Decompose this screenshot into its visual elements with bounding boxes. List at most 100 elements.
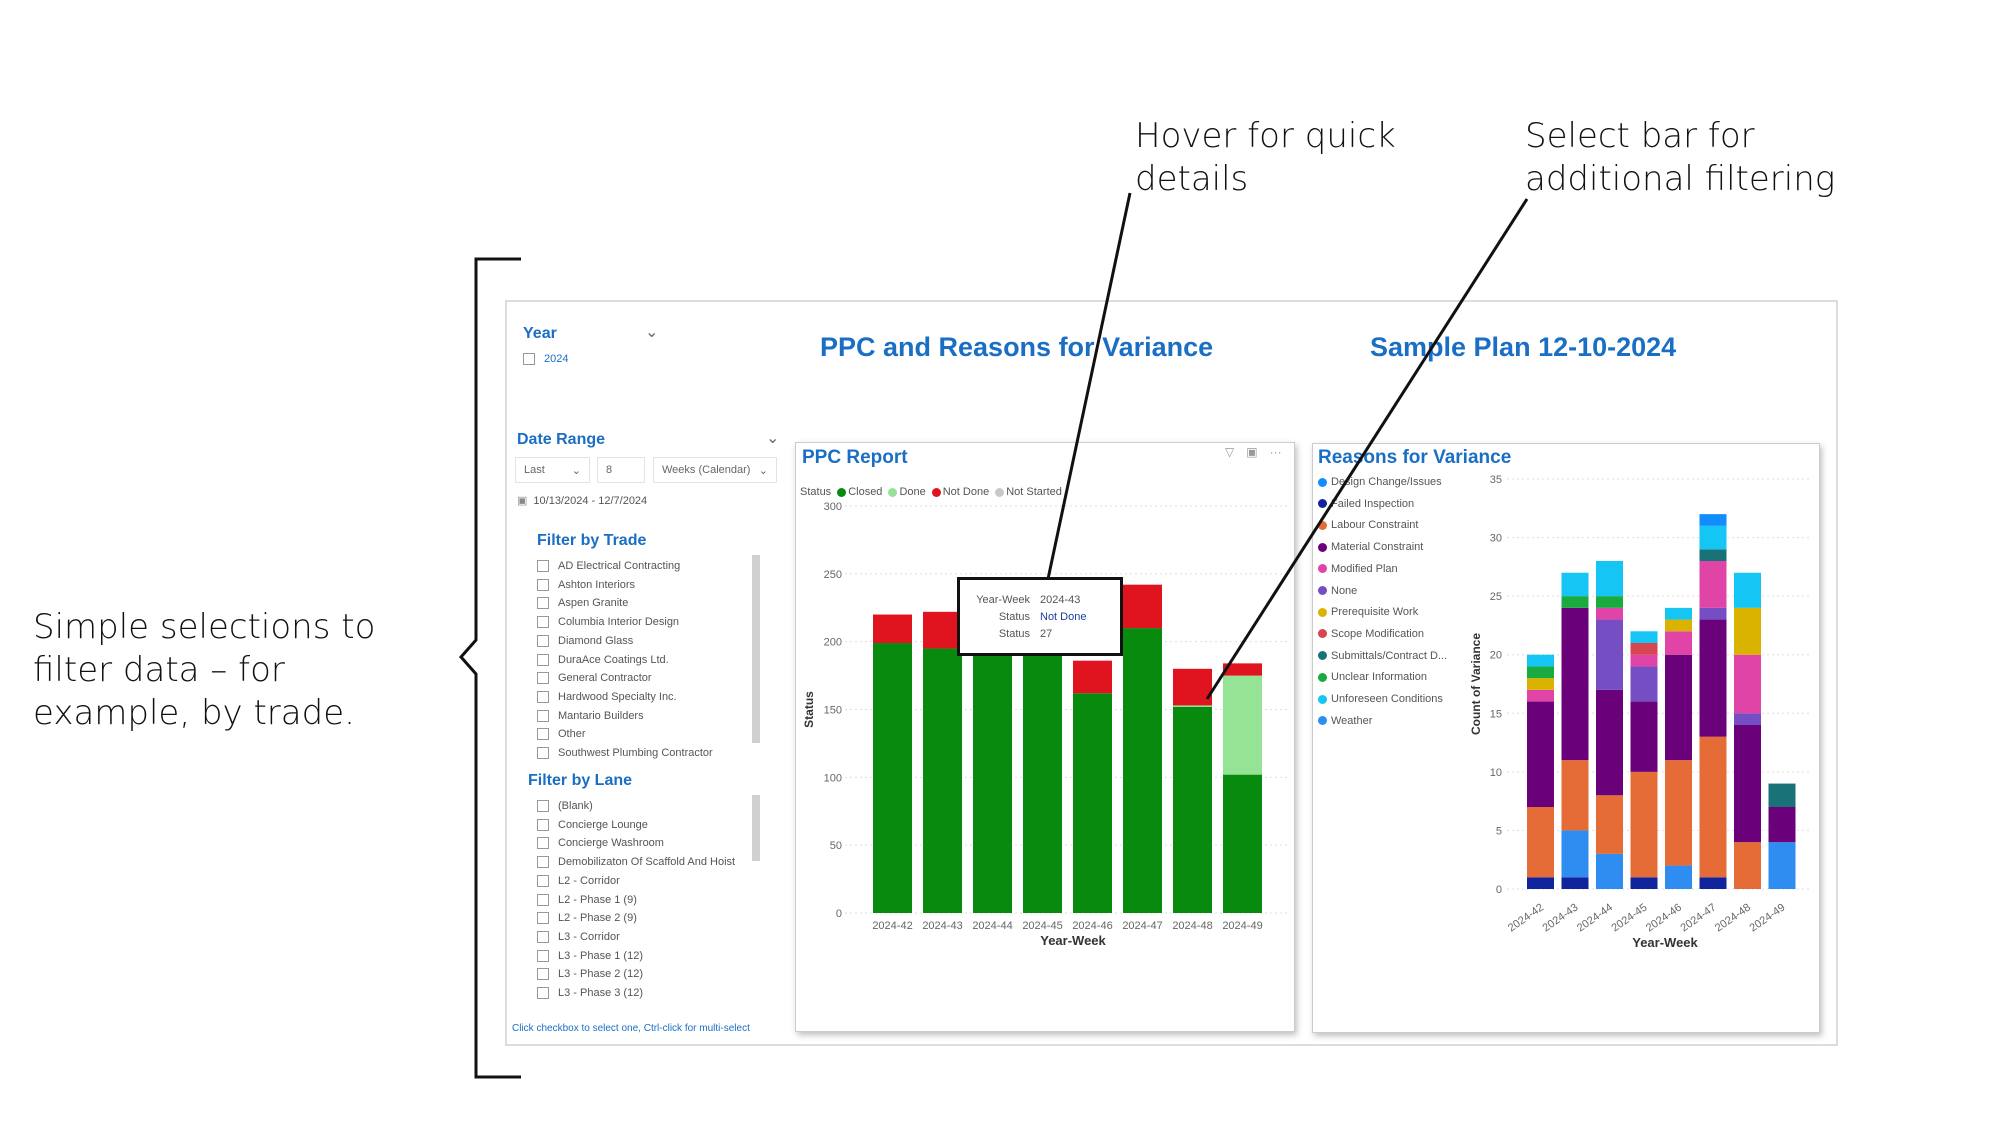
bar-segment[interactable] — [1699, 619, 1727, 737]
bar-segment[interactable] — [923, 611, 962, 649]
bar-segment[interactable] — [1223, 663, 1262, 676]
filter-option[interactable]: Mantario Builders — [537, 709, 644, 722]
bar-segment[interactable] — [1699, 607, 1727, 620]
legend-item[interactable]: Unforeseen Conditions — [1318, 693, 1443, 705]
legend-item[interactable]: Labour Constraint — [1318, 519, 1418, 531]
checkbox[interactable] — [537, 818, 549, 831]
legend-item[interactable]: Design Change/Issues — [1318, 476, 1442, 488]
bar-segment[interactable] — [1665, 631, 1692, 655]
lane-scrollbar[interactable] — [752, 795, 760, 861]
year-option[interactable]: 2024 — [523, 353, 568, 365]
filter-option[interactable]: L3 - Phase 3 (12) — [537, 987, 643, 999]
bar-segment[interactable] — [1596, 561, 1623, 597]
bar-segment[interactable] — [1527, 666, 1554, 679]
bar-segment[interactable] — [873, 614, 912, 644]
checkbox[interactable] — [537, 856, 549, 869]
bar-segment[interactable] — [923, 648, 962, 913]
filter-option[interactable]: AD Electrical Contracting — [537, 560, 680, 572]
bar-segment[interactable] — [1173, 706, 1212, 913]
bar-segment[interactable] — [1734, 725, 1761, 843]
filter-option[interactable]: (Blank) — [537, 800, 593, 812]
bar-segment[interactable] — [1768, 783, 1796, 807]
bar-segment[interactable] — [1630, 771, 1658, 878]
bar-segment[interactable] — [1630, 654, 1658, 667]
filter-option[interactable]: L2 - Corridor — [537, 874, 620, 887]
bar-segment[interactable] — [1699, 561, 1727, 608]
checkbox[interactable] — [537, 893, 549, 906]
checkbox[interactable] — [537, 690, 549, 703]
bar-segment[interactable] — [1768, 842, 1796, 889]
checkbox[interactable] — [537, 634, 549, 647]
bar-segment[interactable] — [1665, 865, 1692, 889]
bar-segment[interactable] — [1527, 877, 1554, 889]
checkbox[interactable] — [537, 616, 549, 629]
bar-segment[interactable] — [1527, 689, 1554, 702]
bar-segment[interactable] — [1665, 654, 1692, 761]
legend-item[interactable]: Prerequisite Work — [1318, 606, 1418, 618]
bar-segment[interactable] — [1173, 705, 1212, 707]
bar-segment[interactable] — [1561, 830, 1589, 878]
checkbox[interactable] — [537, 578, 549, 591]
bar-segment[interactable] — [1123, 584, 1162, 629]
chevron-down-icon[interactable]: ⌄ — [645, 324, 659, 341]
bar-segment[interactable] — [1699, 514, 1727, 526]
legend-item[interactable]: Modified Plan — [1318, 563, 1398, 575]
legend-item[interactable]: Not Done — [931, 486, 989, 498]
filter-option[interactable]: DuraAce Coatings Ltd. — [537, 653, 669, 666]
bar-segment[interactable] — [1561, 607, 1589, 761]
bar-segment[interactable] — [1596, 853, 1623, 889]
bar-segment[interactable] — [1561, 877, 1589, 889]
filter-option[interactable]: Demobilizaton Of Scaffold And Hoist — [537, 856, 735, 869]
checkbox[interactable] — [537, 709, 549, 722]
checkbox[interactable] — [537, 728, 549, 741]
bar-segment[interactable] — [1699, 736, 1727, 878]
bar-segment[interactable] — [1596, 619, 1623, 690]
checkbox[interactable] — [537, 874, 549, 887]
bar-segment[interactable] — [973, 638, 1012, 913]
filter-option[interactable]: L3 - Phase 2 (12) — [537, 968, 643, 981]
bar-segment[interactable] — [1734, 607, 1761, 655]
bar-segment[interactable] — [1223, 675, 1262, 775]
ppc-chart[interactable]: 0 50 100 150 200 250 300 2024-42 2024-43 2024-44 2… — [795, 442, 1295, 1032]
filter-option[interactable]: Diamond Glass — [537, 634, 633, 647]
calendar-icon[interactable]: ▣ — [517, 495, 528, 507]
bar-segment[interactable] — [1596, 596, 1623, 608]
filter-option[interactable]: Aspen Granite — [537, 597, 628, 610]
bar-segment[interactable] — [1734, 572, 1761, 608]
bar-segment[interactable] — [1699, 525, 1727, 550]
checkbox[interactable] — [537, 747, 549, 759]
filter-option[interactable]: General Contractor — [537, 672, 652, 685]
checkbox[interactable] — [537, 949, 549, 962]
filter-option[interactable]: Hardwood Specialty Inc. — [537, 690, 677, 703]
filter-option[interactable]: L2 - Phase 2 (9) — [537, 912, 637, 925]
legend-item[interactable]: Weather — [1318, 715, 1372, 727]
bar-segment[interactable] — [1630, 631, 1658, 643]
bar-segment[interactable] — [1527, 807, 1554, 878]
bar-segment[interactable] — [1023, 645, 1062, 913]
filter-option[interactable]: L3 - Phase 1 (12) — [537, 949, 643, 962]
bar-segment[interactable] — [1665, 760, 1692, 866]
filter-option[interactable]: Concierge Washroom — [537, 837, 664, 850]
legend-item[interactable]: Done — [888, 486, 926, 498]
bar-segment[interactable] — [1734, 654, 1761, 714]
legend-item[interactable]: Failed Inspection — [1318, 498, 1414, 510]
filter-option[interactable]: Southwest Plumbing Contractor — [537, 747, 713, 759]
filter-option[interactable]: Columbia Interior Design — [537, 616, 679, 629]
checkbox[interactable] — [537, 653, 549, 666]
bar-segment[interactable] — [1768, 807, 1796, 843]
bar-segment[interactable] — [1073, 660, 1112, 694]
bar-segment[interactable] — [1527, 701, 1554, 807]
trade-scrollbar[interactable] — [752, 555, 760, 743]
date-count-input[interactable]: 8 — [597, 457, 645, 483]
checkbox[interactable] — [537, 930, 549, 943]
bar-segment[interactable] — [1561, 760, 1589, 831]
bar-segment[interactable] — [873, 643, 912, 913]
bar-segment[interactable] — [1596, 607, 1623, 620]
bar-segment[interactable] — [1699, 877, 1727, 889]
rfv-chart[interactable]: 051015202530352024-422024-432024-442024-… — [1312, 443, 1820, 1033]
checkbox[interactable] — [537, 912, 549, 925]
checkbox[interactable] — [537, 987, 549, 999]
legend-item[interactable]: Closed — [837, 486, 882, 498]
checkbox[interactable] — [537, 800, 549, 812]
legend-item[interactable]: Material Constraint — [1318, 541, 1423, 553]
